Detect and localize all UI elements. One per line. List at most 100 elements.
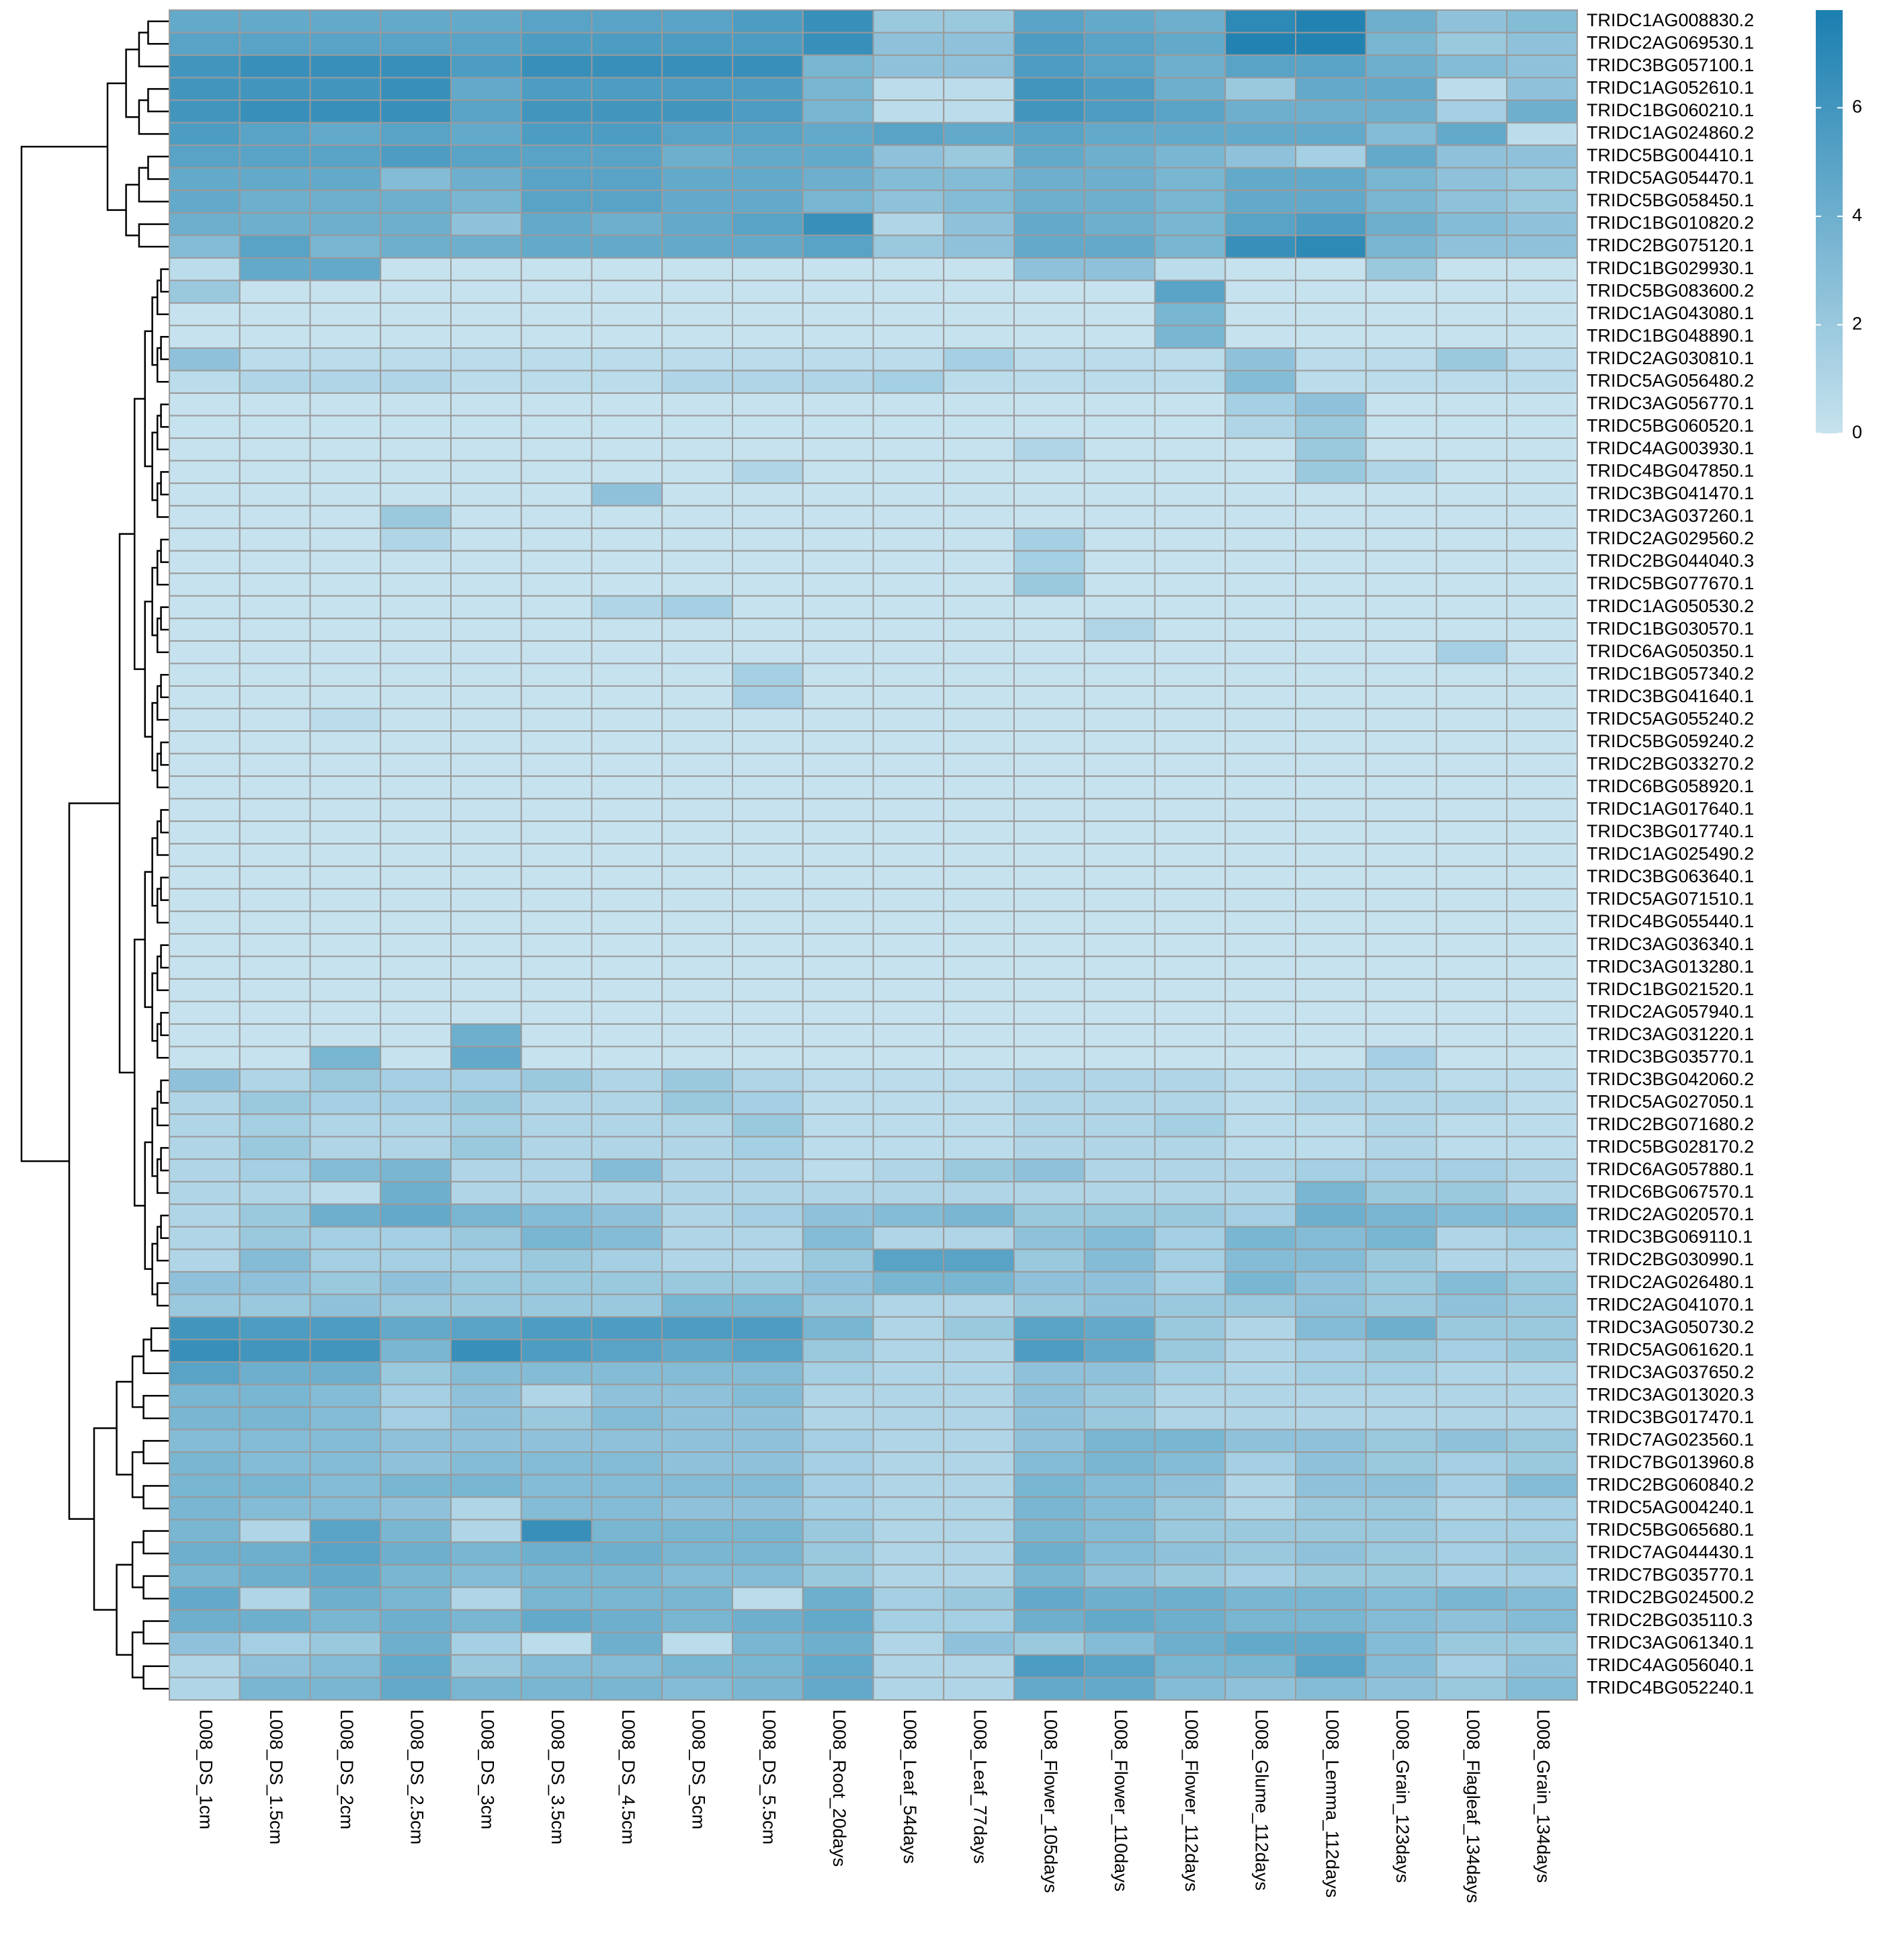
- heatmap-cell: [520, 1203, 593, 1228]
- heatmap-cell: [520, 1451, 593, 1476]
- heatmap-cell: [591, 1203, 663, 1228]
- heatmap-cell: [802, 482, 874, 507]
- heatmap-cell: [380, 122, 452, 146]
- heatmap-cell: [520, 843, 593, 867]
- heatmap-cell: [380, 1203, 452, 1228]
- heatmap-cell: [520, 617, 593, 642]
- heatmap-cell: [872, 685, 945, 710]
- heatmap-cell: [520, 1496, 593, 1521]
- heatmap-cell: [1154, 347, 1226, 372]
- heatmap-cell: [1435, 54, 1508, 79]
- heatmap-cell: [591, 550, 663, 574]
- heatmap-cell: [380, 1451, 452, 1476]
- heatmap-cell: [943, 1316, 1015, 1340]
- heatmap-cell: [1365, 392, 1437, 417]
- heatmap-cell: [943, 663, 1015, 687]
- heatmap-cell: [450, 527, 522, 552]
- heatmap-cell: [1083, 212, 1156, 237]
- heatmap-cell: [1013, 505, 1085, 529]
- heatmap-cell: [1154, 1181, 1226, 1205]
- heatmap-cell: [450, 1293, 522, 1318]
- heatmap-cell: [1083, 1181, 1156, 1205]
- heatmap-cell: [1013, 1654, 1085, 1678]
- heatmap-cell: [1154, 1136, 1226, 1160]
- column-label: L008_Leaf_54days: [900, 1709, 920, 1864]
- heatmap-cell: [380, 302, 452, 327]
- heatmap-cell: [380, 708, 452, 732]
- heatmap-cell: [591, 280, 663, 304]
- colorbar-tick-label: 6: [1852, 97, 1862, 117]
- heatmap-cell: [591, 1406, 663, 1431]
- heatmap-cell: [661, 99, 733, 124]
- heatmap-cell: [239, 910, 311, 935]
- heatmap-cell: [591, 843, 663, 867]
- row-label: TRIDC2AG041070.1: [1587, 1294, 1754, 1314]
- heatmap-cell: [309, 708, 382, 732]
- heatmap-cell: [169, 1361, 241, 1386]
- heatmap-cell: [872, 1383, 945, 1408]
- heatmap-cell: [661, 1474, 733, 1498]
- heatmap-cell: [380, 9, 452, 34]
- row-label: TRIDC1BG030570.1: [1587, 618, 1754, 638]
- heatmap-cell: [380, 257, 452, 282]
- heatmap-cell: [661, 730, 733, 755]
- heatmap-cell: [1083, 1519, 1156, 1543]
- heatmap-cell: [1083, 1248, 1156, 1273]
- heatmap-cell: [1083, 54, 1156, 79]
- heatmap-cell: [1083, 437, 1156, 462]
- heatmap-cell: [802, 1406, 874, 1431]
- heatmap-cell: [1295, 1586, 1367, 1611]
- heatmap-cell: [1013, 775, 1085, 800]
- heatmap-cell: [872, 1271, 945, 1295]
- heatmap-cell: [1435, 708, 1508, 732]
- heatmap-cell: [1224, 617, 1296, 642]
- heatmap-cell: [661, 1181, 733, 1205]
- heatmap-cell: [1013, 1474, 1085, 1498]
- heatmap-cell: [1013, 978, 1085, 1003]
- heatmap-cell: [1506, 1181, 1578, 1205]
- heatmap-cell: [872, 955, 945, 980]
- heatmap-cell: [520, 775, 593, 800]
- heatmap-cell: [1295, 347, 1367, 372]
- heatmap-cell: [309, 933, 382, 957]
- heatmap-cell: [591, 1631, 663, 1656]
- heatmap-cell: [872, 1631, 945, 1656]
- heatmap-cell: [309, 527, 382, 552]
- heatmap-cell: [591, 1338, 663, 1363]
- heatmap-cell: [802, 415, 874, 439]
- row-label: TRIDC7AG023560.1: [1587, 1429, 1754, 1449]
- heatmap-cell: [1013, 235, 1085, 259]
- heatmap-cell: [169, 1451, 241, 1476]
- heatmap-cell: [1365, 1586, 1437, 1611]
- heatmap-cell: [380, 572, 452, 597]
- heatmap-cell: [943, 527, 1015, 552]
- heatmap-cell: [1083, 1541, 1156, 1566]
- heatmap-cell: [872, 1158, 945, 1183]
- heatmap-cell: [661, 798, 733, 822]
- heatmap-cell: [872, 482, 945, 507]
- row-label: TRIDC3AG037260.1: [1587, 506, 1754, 526]
- heatmap-cell: [1224, 1068, 1296, 1093]
- heatmap-cell: [1154, 1361, 1226, 1386]
- heatmap-cell: [1365, 527, 1437, 552]
- heatmap-cell: [309, 54, 382, 79]
- heatmap-cell: [802, 347, 874, 372]
- column-label: L008_DS_5cm: [689, 1709, 709, 1830]
- heatmap-cell: [1224, 1361, 1296, 1386]
- heatmap-cell: [1224, 1406, 1296, 1431]
- heatmap-cell: [520, 685, 593, 710]
- heatmap-cell: [591, 460, 663, 484]
- heatmap-cell: [1295, 1609, 1367, 1633]
- heatmap-cell: [591, 527, 663, 552]
- heatmap-cell: [169, 572, 241, 597]
- row-label: TRIDC6AG050350.1: [1587, 641, 1754, 661]
- heatmap-cell: [1154, 1226, 1226, 1250]
- heatmap-cell: [1013, 1586, 1085, 1611]
- heatmap-cell: [380, 235, 452, 259]
- heatmap-cell: [802, 1068, 874, 1093]
- heatmap-cell: [732, 482, 804, 507]
- heatmap-cell: [872, 753, 945, 777]
- heatmap-cell: [732, 1564, 804, 1588]
- heatmap-cell: [1435, 302, 1508, 327]
- heatmap-cell: [450, 167, 522, 191]
